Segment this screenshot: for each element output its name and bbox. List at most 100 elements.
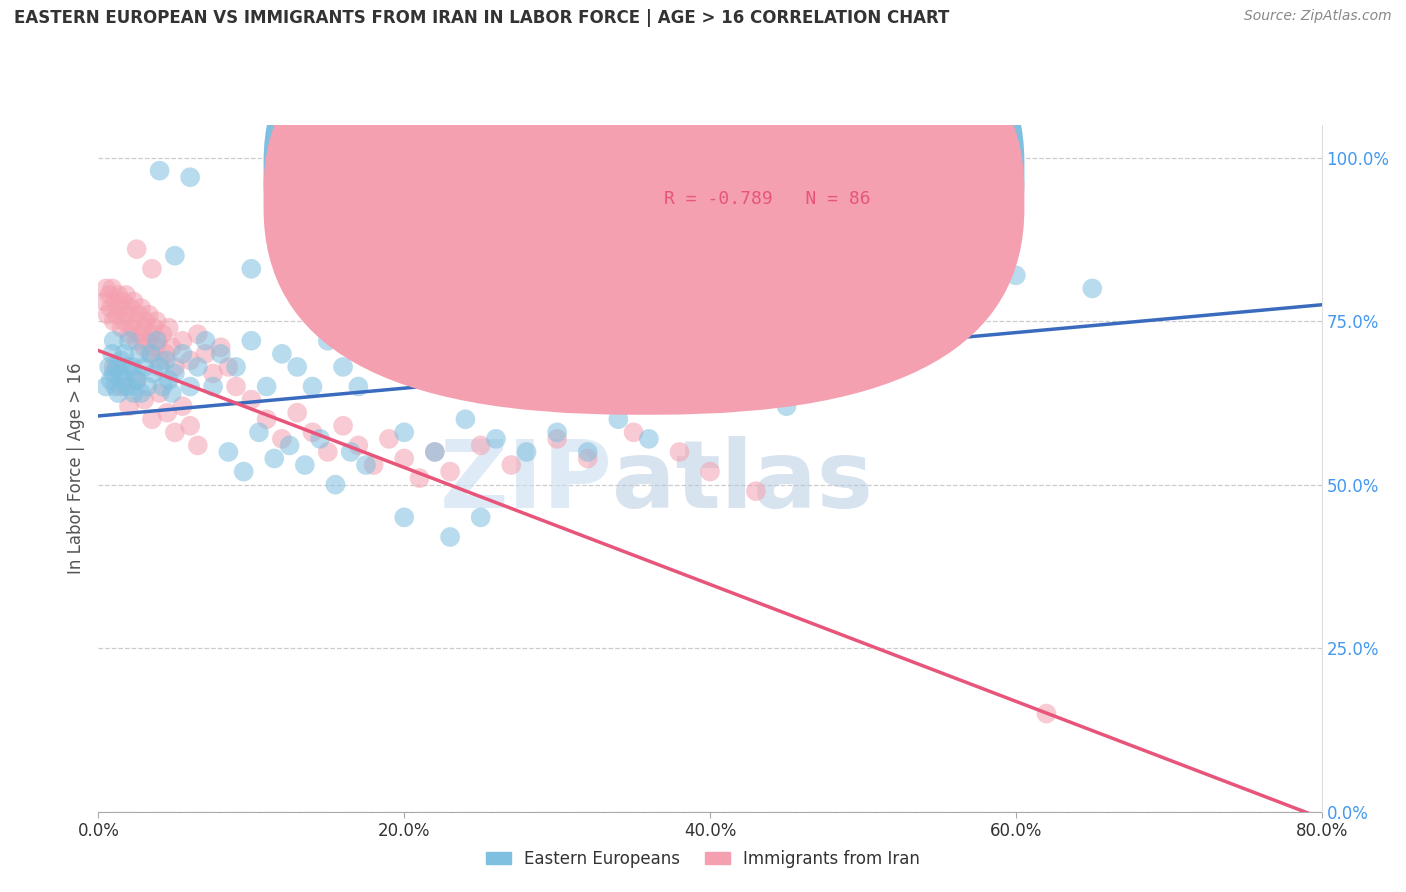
Point [117,359,139,374]
Point [247,425,270,440]
Point [142,320,165,334]
Point [145,314,167,328]
Point [107,386,129,401]
Point [316,445,339,459]
Point [105,308,128,322]
Point [156,406,179,420]
Point [146,334,169,348]
Point [179,379,201,393]
Point [623,425,645,440]
Point [149,163,172,178]
Point [125,242,148,256]
Point [454,412,477,426]
Point [143,340,166,354]
Point [121,359,143,374]
Point [163,367,186,381]
Point [141,261,163,276]
Point [470,438,492,452]
Point [363,458,385,472]
Point [392,510,416,524]
Point [408,471,430,485]
Point [730,379,752,393]
Point [301,425,323,440]
Point [120,379,142,393]
Point [139,347,162,361]
Point [122,294,145,309]
Point [111,373,134,387]
Point [301,379,323,393]
Point [194,347,217,361]
Point [546,425,568,440]
Point [607,412,630,426]
Text: atlas: atlas [612,436,873,528]
Point [108,301,131,315]
Point [112,314,135,328]
Point [134,340,156,354]
Point [135,314,157,328]
Point [125,373,148,387]
Point [668,379,690,393]
Point [118,399,141,413]
Point [363,347,385,361]
Point [118,334,141,348]
Point [187,327,209,342]
Point [125,373,148,387]
Point [775,399,797,413]
Point [163,359,186,374]
Point [107,288,129,302]
Point [120,301,142,315]
Point [129,386,152,401]
Y-axis label: In Labor Force | Age > 16: In Labor Force | Age > 16 [66,362,84,574]
Point [98,359,121,374]
Point [117,308,139,322]
Point [470,510,492,524]
Point [129,301,152,315]
Point [316,334,339,348]
Point [240,261,263,276]
Point [423,445,446,459]
Point [100,301,122,315]
Point [187,359,209,374]
Point [93,294,115,309]
Point [103,334,125,348]
Point [354,458,377,472]
Point [128,347,150,361]
Point [157,320,180,334]
Point [209,347,232,361]
Point [152,379,174,393]
Point [699,359,721,374]
Point [111,294,134,309]
Point [98,288,121,302]
Point [160,340,183,354]
Text: Source: ZipAtlas.com: Source: ZipAtlas.com [1244,9,1392,23]
Point [163,425,186,440]
Point [1035,706,1057,721]
Point [187,438,209,452]
Point [637,432,661,446]
Point [136,334,159,348]
Point [225,359,247,374]
Point [118,327,141,342]
Point [339,445,361,459]
Point [160,386,183,401]
Point [270,347,292,361]
Point [172,334,194,348]
Point [163,249,186,263]
Point [1081,281,1104,295]
Point [439,465,461,479]
Point [270,432,292,446]
Point [124,314,146,328]
Point [101,281,124,295]
Text: EASTERN EUROPEAN VS IMMIGRANTS FROM IRAN IN LABOR FORCE | AGE > 16 CORRELATION C: EASTERN EUROPEAN VS IMMIGRANTS FROM IRAN… [14,9,949,27]
Point [232,465,254,479]
Text: R =  0.221   N = 76: R = 0.221 N = 76 [664,162,870,180]
Point [125,334,148,348]
Point [149,386,172,401]
Point [149,359,172,374]
Point [108,367,131,381]
Point [202,379,225,393]
Point [115,379,138,393]
Point [134,392,156,407]
Point [209,340,232,354]
Point [97,308,120,322]
